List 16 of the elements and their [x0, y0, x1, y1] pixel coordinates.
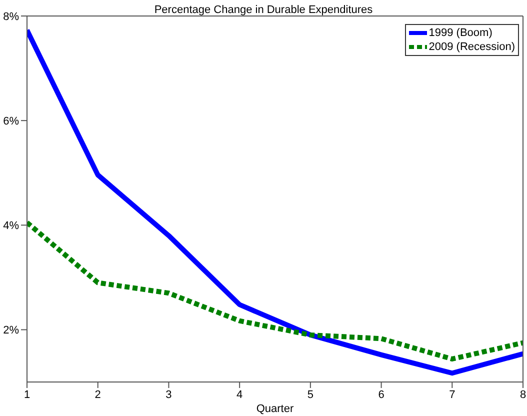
legend-label: 1999 (Boom) [428, 26, 492, 40]
y-tick-label: 4% [3, 220, 20, 232]
x-axis-title: Quarter [256, 403, 294, 415]
y-tick-label: 8% [3, 10, 20, 23]
chart-title: Percentage Change in Durable Expenditures [154, 4, 373, 16]
x-tick-label: 8 [520, 388, 526, 401]
y-tick-label: 2% [3, 324, 20, 337]
x-tick-label: 1 [24, 388, 30, 401]
x-tick-label: 3 [166, 388, 172, 401]
x-tick-label: 6 [378, 388, 384, 401]
x-tick-label: 2 [94, 388, 101, 401]
y-tick-label: 6% [3, 115, 20, 128]
legend-label: 2009 (Recession) [428, 40, 515, 54]
x-tick-label: 5 [307, 388, 314, 401]
x-tick-label: 7 [449, 388, 456, 401]
x-tick-label: 4 [236, 388, 243, 401]
